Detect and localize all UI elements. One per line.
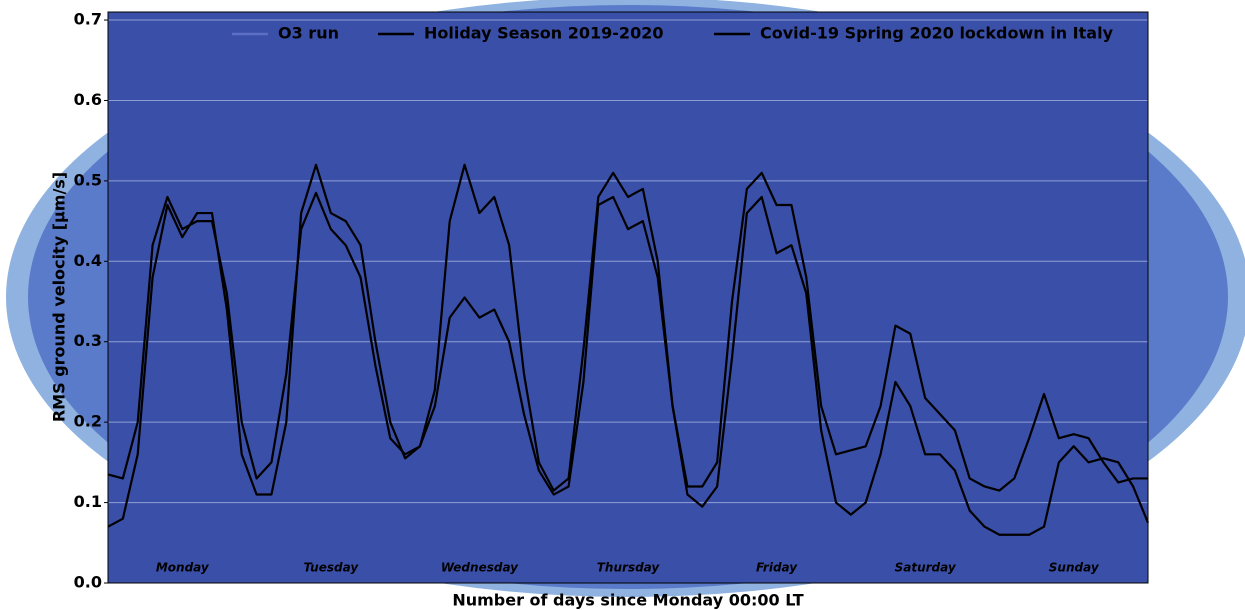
y-tick-label: 0.2 <box>74 412 102 431</box>
y-tick-label: 0.4 <box>74 251 102 270</box>
day-label: Wednesday <box>441 561 519 575</box>
series-line <box>107 163 1148 492</box>
series-line <box>107 163 1150 536</box>
plot-frame <box>107 11 1149 584</box>
y-tick-label: 0.5 <box>74 170 102 189</box>
y-tick-label: 0.3 <box>74 331 102 350</box>
legend-label: Covid-19 Spring 2020 lockdown in Italy <box>760 24 1114 43</box>
x-axis-label: Number of days since Monday 00:00 LT <box>452 591 803 610</box>
y-tick-label: 0.7 <box>74 10 102 29</box>
plot-area <box>108 12 1148 583</box>
day-label: Saturday <box>895 561 957 575</box>
day-label: Monday <box>156 561 210 575</box>
y-tick-label: 0.1 <box>74 492 102 511</box>
legend-label: O3 run <box>278 24 339 43</box>
day-label: Sunday <box>1049 561 1100 575</box>
y-axis-label: RMS ground velocity [μm/s] <box>50 172 69 422</box>
day-label: Friday <box>756 561 798 575</box>
plot <box>107 19 1150 584</box>
day-label: Tuesday <box>304 561 360 575</box>
legend-label: Holiday Season 2019-2020 <box>424 24 663 43</box>
day-label: Thursday <box>597 561 661 575</box>
y-tick-label: 0.6 <box>74 90 102 109</box>
y-tick-label: 0.0 <box>74 573 102 592</box>
